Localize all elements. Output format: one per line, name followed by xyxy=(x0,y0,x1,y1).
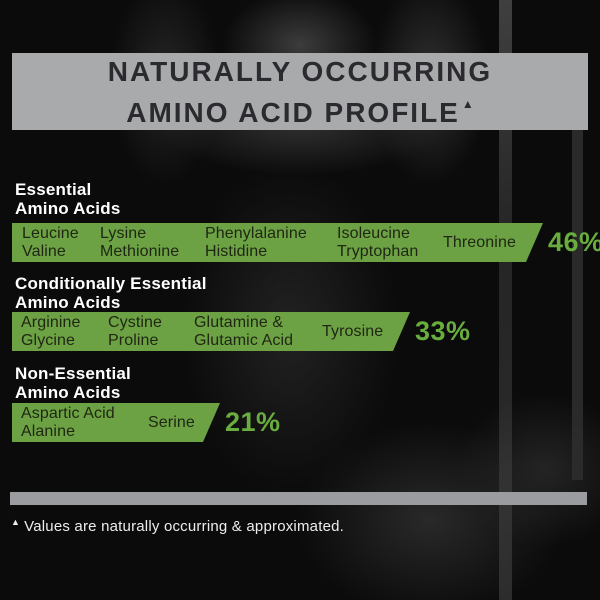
gym-rack-pole-right xyxy=(572,110,583,480)
non-essential-percent-value: 21% xyxy=(225,407,281,437)
amino-acid-name: Methionine xyxy=(100,242,180,260)
title-line-2: AMINO ACID PROFILE ▲ xyxy=(126,96,474,128)
amino-acid-group: Phenylalanine Histidine xyxy=(205,223,307,262)
amino-acid-group: Serine xyxy=(148,403,195,442)
amino-acid-name: Arginine xyxy=(21,313,81,331)
amino-acid-group: Arginine Glycine xyxy=(21,312,81,351)
title-banner: NATURALLY OCCURRING AMINO ACID PROFILE ▲ xyxy=(12,53,588,130)
amino-acid-name: Alanine xyxy=(21,422,76,440)
title-line-1: NATURALLY OCCURRING xyxy=(107,55,493,87)
triangle-footnote-icon: ▲ xyxy=(461,96,474,111)
amino-acid-group: Cystine Proline xyxy=(108,312,162,351)
footnote-text: Values are naturally occurring & approxi… xyxy=(24,518,345,535)
essential-percent-value: 46% xyxy=(548,227,600,257)
amino-acid-name: Threonine xyxy=(443,233,516,251)
amino-acid-name: Isoleucine xyxy=(337,224,411,242)
amino-acid-name: Aspartic Acid xyxy=(21,404,115,422)
amino-acid-group: Tyrosine xyxy=(322,312,383,351)
non-essential-bar-row: Aspartic Acid Alanine Serine 21% xyxy=(12,403,281,442)
amino-acid-group: Glutamine & Glutamic Acid xyxy=(194,312,293,351)
amino-acid-name: Proline xyxy=(108,331,159,349)
conditionally-essential-amino-bar: Arginine Glycine Cystine Proline Glutamine &… xyxy=(12,312,410,351)
amino-acid-name: Cystine xyxy=(108,313,163,331)
amino-acid-name: Valine xyxy=(22,242,66,260)
section-label-non-essential: Non-Essential Amino Acids xyxy=(15,364,131,402)
amino-acid-name: Phenylalanine xyxy=(205,224,307,242)
amino-acid-name: Glycine xyxy=(21,331,76,349)
divider-bar xyxy=(10,492,587,505)
gym-rack-pole xyxy=(499,0,512,600)
amino-acid-name: Leucine xyxy=(22,224,79,242)
section-label-conditionally-essential: Conditionally Essential Amino Acids xyxy=(15,274,207,312)
amino-acid-group: Isoleucine Tryptophan xyxy=(337,223,418,262)
amino-acid-name: Tryptophan xyxy=(337,242,419,260)
amino-acid-name: Serine xyxy=(148,413,195,431)
conditionally-essential-percent-value: 33% xyxy=(415,316,471,346)
amino-acid-group: Leucine Valine xyxy=(22,223,79,262)
amino-acid-group: Lysine Methionine xyxy=(100,223,179,262)
conditionally-essential-bar-row: Arginine Glycine Cystine Proline Glutamine &… xyxy=(12,312,471,351)
footnote: ▲ Values are naturally occurring & approx… xyxy=(11,517,344,535)
amino-acid-name: Lysine xyxy=(100,224,147,242)
amino-acid-group: Aspartic Acid Alanine xyxy=(21,403,115,442)
amino-acid-name: Glutamic Acid xyxy=(194,331,294,349)
amino-acid-group: Threonine xyxy=(443,223,516,262)
triangle-footnote-icon: ▲ xyxy=(11,517,21,527)
amino-acid-name: Glutamine & xyxy=(194,313,284,331)
non-essential-amino-bar: Aspartic Acid Alanine Serine xyxy=(12,403,220,442)
essential-bar-row: Leucine Valine Lysine Methionine Phenylalani… xyxy=(12,223,600,262)
amino-acid-name: Tyrosine xyxy=(322,322,384,340)
amino-acid-name: Histidine xyxy=(205,242,268,260)
essential-amino-bar: Leucine Valine Lysine Methionine Phenylalani… xyxy=(12,223,543,262)
section-label-essential: Essential Amino Acids xyxy=(15,180,121,218)
